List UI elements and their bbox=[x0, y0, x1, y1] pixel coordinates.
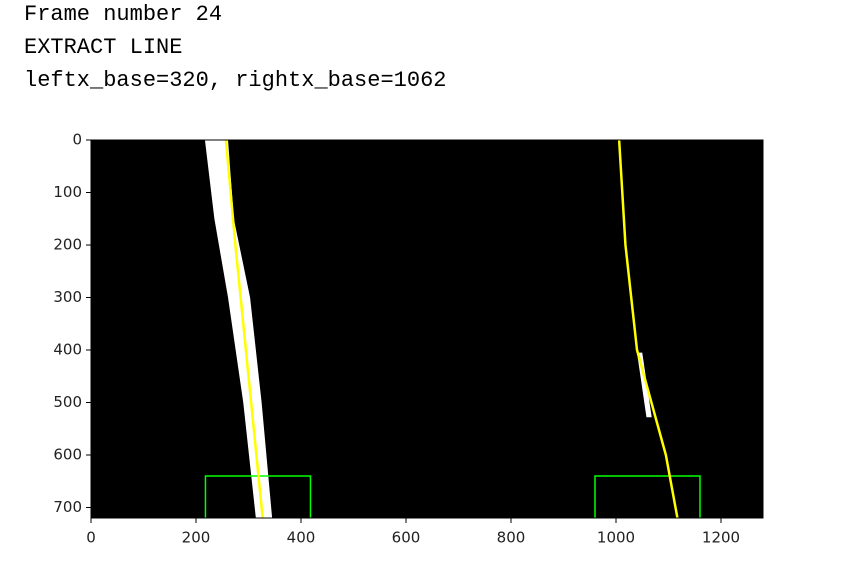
y-tick-label: 700 bbox=[53, 498, 82, 516]
output-line: Frame number 24 bbox=[24, 2, 223, 27]
y-tick-label: 300 bbox=[53, 288, 82, 306]
y-tick-label: 500 bbox=[53, 393, 82, 411]
output-line: EXTRACT LINE bbox=[24, 35, 183, 60]
image-background bbox=[91, 140, 763, 518]
fit-line bbox=[617, 140, 679, 518]
x-tick-label: 1200 bbox=[702, 529, 740, 547]
x-tick-label: 1000 bbox=[597, 529, 635, 547]
lane-pixels bbox=[204, 140, 273, 518]
x-tick-label: 400 bbox=[287, 529, 316, 547]
search-window bbox=[594, 475, 701, 518]
x-tick-label: 200 bbox=[182, 529, 211, 547]
y-tick-label: 200 bbox=[53, 236, 82, 254]
lane-pixels bbox=[637, 352, 652, 418]
x-tick-label: 800 bbox=[497, 529, 526, 547]
y-tick-label: 100 bbox=[53, 183, 82, 201]
x-tick-label: 0 bbox=[86, 529, 96, 547]
y-tick-label: 0 bbox=[72, 131, 82, 149]
y-tick-label: 600 bbox=[53, 446, 82, 464]
y-tick-label: 400 bbox=[53, 341, 82, 359]
x-tick-label: 600 bbox=[392, 529, 421, 547]
image-area bbox=[91, 140, 763, 518]
output-line: leftx_base=320, rightx_base=1062 bbox=[24, 68, 447, 93]
axes-frame bbox=[90, 139, 764, 519]
fit-line bbox=[224, 140, 264, 518]
